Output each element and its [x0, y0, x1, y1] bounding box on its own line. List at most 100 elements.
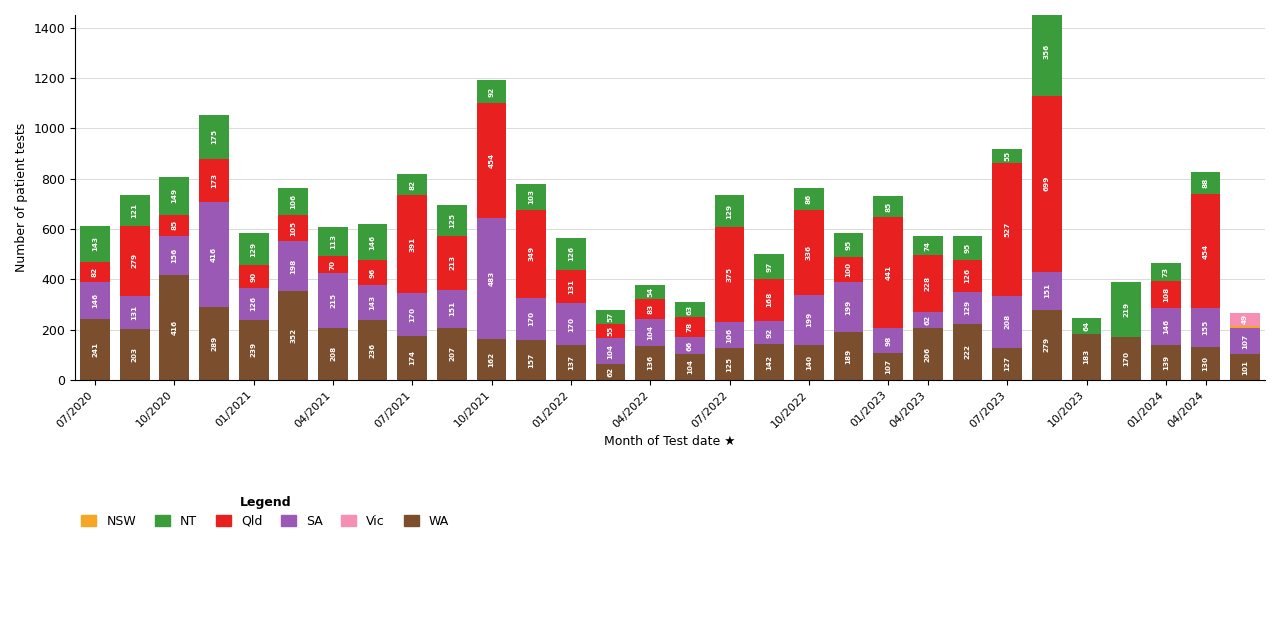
Text: 73: 73 — [1162, 267, 1169, 277]
Text: 125: 125 — [727, 357, 732, 372]
Text: 157: 157 — [529, 353, 534, 368]
Bar — [317, 274, 348, 328]
Text: 155: 155 — [1202, 320, 1208, 335]
Text: 83: 83 — [648, 304, 653, 314]
Bar — [952, 292, 983, 324]
Text: 208: 208 — [330, 346, 335, 361]
Bar — [1151, 281, 1180, 308]
Bar — [516, 340, 547, 380]
Bar — [1071, 318, 1101, 334]
Bar — [1230, 326, 1260, 328]
Bar — [913, 237, 943, 255]
Text: 143: 143 — [370, 295, 375, 310]
Text: 208: 208 — [1005, 314, 1010, 330]
Text: 62: 62 — [925, 315, 931, 325]
Text: 349: 349 — [529, 246, 534, 261]
Bar — [675, 302, 705, 318]
Bar — [317, 256, 348, 274]
Bar — [357, 224, 388, 260]
Bar — [1230, 328, 1260, 355]
Bar — [476, 103, 507, 218]
Text: 215: 215 — [330, 293, 335, 308]
Text: 95: 95 — [846, 240, 851, 250]
Bar — [992, 163, 1021, 296]
Bar — [397, 336, 428, 380]
Text: 129: 129 — [727, 204, 732, 219]
Bar — [516, 184, 547, 209]
Text: 219: 219 — [1123, 302, 1129, 317]
Text: 49: 49 — [1242, 314, 1248, 325]
Bar — [595, 325, 626, 338]
Bar — [160, 236, 189, 276]
Bar — [714, 322, 745, 348]
Bar — [357, 321, 388, 380]
Text: 146: 146 — [1162, 319, 1169, 334]
Text: 206: 206 — [925, 347, 931, 362]
Bar — [200, 203, 229, 307]
Bar — [1151, 308, 1180, 345]
Text: 92: 92 — [489, 87, 494, 97]
Text: 228: 228 — [925, 276, 931, 291]
Text: 131: 131 — [132, 305, 138, 320]
Bar — [397, 195, 428, 293]
Bar — [160, 276, 189, 380]
Bar — [1032, 96, 1061, 272]
Legend: NSW, NT, Qld, SA, Vic, WA: NSW, NT, Qld, SA, Vic, WA — [82, 496, 449, 528]
Bar — [1032, 272, 1061, 309]
Text: 170: 170 — [568, 316, 573, 331]
Bar — [675, 337, 705, 353]
Text: 106: 106 — [727, 328, 732, 343]
Text: 207: 207 — [449, 347, 454, 361]
Text: 170: 170 — [410, 307, 415, 322]
Bar — [160, 177, 189, 214]
Text: 139: 139 — [1162, 355, 1169, 370]
Text: 104: 104 — [687, 359, 692, 374]
Bar — [239, 265, 269, 288]
Bar — [1190, 347, 1220, 380]
Text: 57: 57 — [608, 312, 613, 322]
Text: 70: 70 — [330, 260, 335, 270]
Bar — [120, 195, 150, 226]
Text: 239: 239 — [251, 342, 256, 357]
Bar — [595, 338, 626, 364]
Text: 136: 136 — [648, 355, 653, 370]
Bar — [476, 80, 507, 103]
Bar — [635, 320, 666, 346]
Bar — [794, 188, 824, 210]
Bar — [992, 296, 1021, 348]
Bar — [1190, 194, 1220, 308]
Bar — [913, 313, 943, 328]
Bar — [81, 320, 110, 380]
Text: 54: 54 — [648, 287, 653, 297]
Bar — [516, 298, 547, 340]
Bar — [714, 348, 745, 380]
Bar — [873, 196, 904, 218]
Text: 86: 86 — [806, 194, 812, 204]
Bar — [436, 328, 467, 380]
Bar — [913, 328, 943, 380]
Text: 222: 222 — [965, 345, 970, 359]
Bar — [833, 282, 864, 332]
Text: 151: 151 — [1044, 283, 1050, 298]
Text: 98: 98 — [886, 335, 891, 346]
Bar — [397, 174, 428, 195]
Text: 146: 146 — [370, 235, 375, 250]
Bar — [120, 329, 150, 380]
Text: 416: 416 — [172, 320, 178, 335]
Bar — [754, 321, 785, 344]
Bar — [239, 288, 269, 320]
Bar — [516, 209, 547, 298]
Text: 125: 125 — [449, 213, 454, 228]
Bar — [794, 294, 824, 345]
Text: 130: 130 — [1202, 356, 1208, 371]
Bar — [556, 345, 586, 380]
Text: 213: 213 — [449, 255, 454, 270]
Bar — [476, 339, 507, 380]
Text: 90: 90 — [251, 272, 256, 282]
Text: 356: 356 — [1044, 43, 1050, 58]
Text: 149: 149 — [172, 188, 178, 203]
Bar — [952, 324, 983, 380]
X-axis label: Month of Test date ★: Month of Test date ★ — [604, 435, 736, 448]
Bar — [833, 332, 864, 380]
Text: 142: 142 — [767, 355, 772, 369]
